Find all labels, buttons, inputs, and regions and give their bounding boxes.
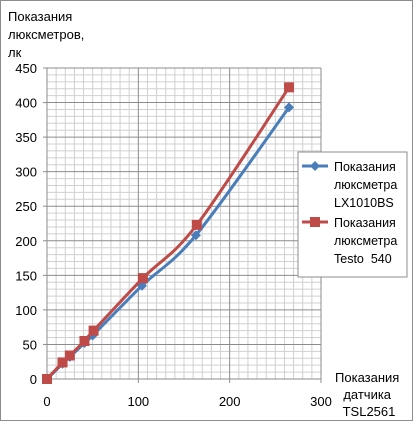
legend-marker-lx1010bs <box>310 161 320 171</box>
legend-box <box>297 151 408 278</box>
data-point <box>88 325 99 336</box>
legend-label-lx1010bs: Показания люксметра LX1010BS <box>334 160 401 210</box>
y-axis-title-line-3: лк <box>8 45 22 60</box>
y-tick-label: 100 <box>15 303 37 318</box>
legend-item-lx1010bs: Показания люксметра LX1010BS <box>302 160 401 210</box>
data-point <box>190 230 201 241</box>
data-point <box>284 82 295 93</box>
data-point <box>79 335 90 346</box>
legend: Показания люксметра LX1010BS Показания л… <box>297 151 408 278</box>
data-point <box>284 102 295 113</box>
y-tick-labels: 0 50 100 150 200 250 300 350 400 450 <box>15 61 37 387</box>
minor-gridlines <box>47 68 321 379</box>
legend-item-testo-540: Показания люксметра Testo 540 <box>302 216 401 266</box>
y-tick-label: 0 <box>30 372 37 387</box>
y-axis-title-line-2: люксметров, <box>8 27 84 42</box>
x-axis-title-line-3: TSL2561 <box>343 404 396 419</box>
y-tick-label: 50 <box>23 337 37 352</box>
y-axis-title-line-1: Показания <box>8 9 72 24</box>
y-tick-label: 450 <box>15 61 37 76</box>
data-point <box>137 273 148 284</box>
x-tick-label: 100 <box>127 394 149 409</box>
x-axis-title-line-1: Показания <box>335 370 399 385</box>
y-tick-label: 150 <box>15 268 37 283</box>
legend-marker-testo-540 <box>310 217 320 227</box>
x-tick-labels: 0 100 200 300 <box>43 394 331 409</box>
y-tick-label: 250 <box>15 199 37 214</box>
series-group <box>42 82 295 384</box>
x-tick-label: 200 <box>219 394 241 409</box>
data-point <box>57 357 68 368</box>
data-point <box>42 374 52 384</box>
y-tick-label: 200 <box>15 234 37 249</box>
y-tick-label: 400 <box>15 96 37 111</box>
y-tick-label: 350 <box>15 130 37 145</box>
legend-label-testo-540: Показания люксметра Testo 540 <box>334 216 401 266</box>
x-tick-label: 300 <box>310 394 332 409</box>
axes <box>43 67 322 383</box>
y-axis-title: Показания люксметров, лк <box>8 9 88 60</box>
x-axis-title-line-2: датчика <box>343 387 391 402</box>
x-axis-title: Показания датчика TSL2561 <box>335 370 403 419</box>
x-tick-label: 0 <box>43 394 50 409</box>
series-testo-540 <box>42 82 295 384</box>
y-tick-label: 300 <box>15 165 37 180</box>
data-point <box>191 219 202 230</box>
data-point <box>64 350 75 361</box>
